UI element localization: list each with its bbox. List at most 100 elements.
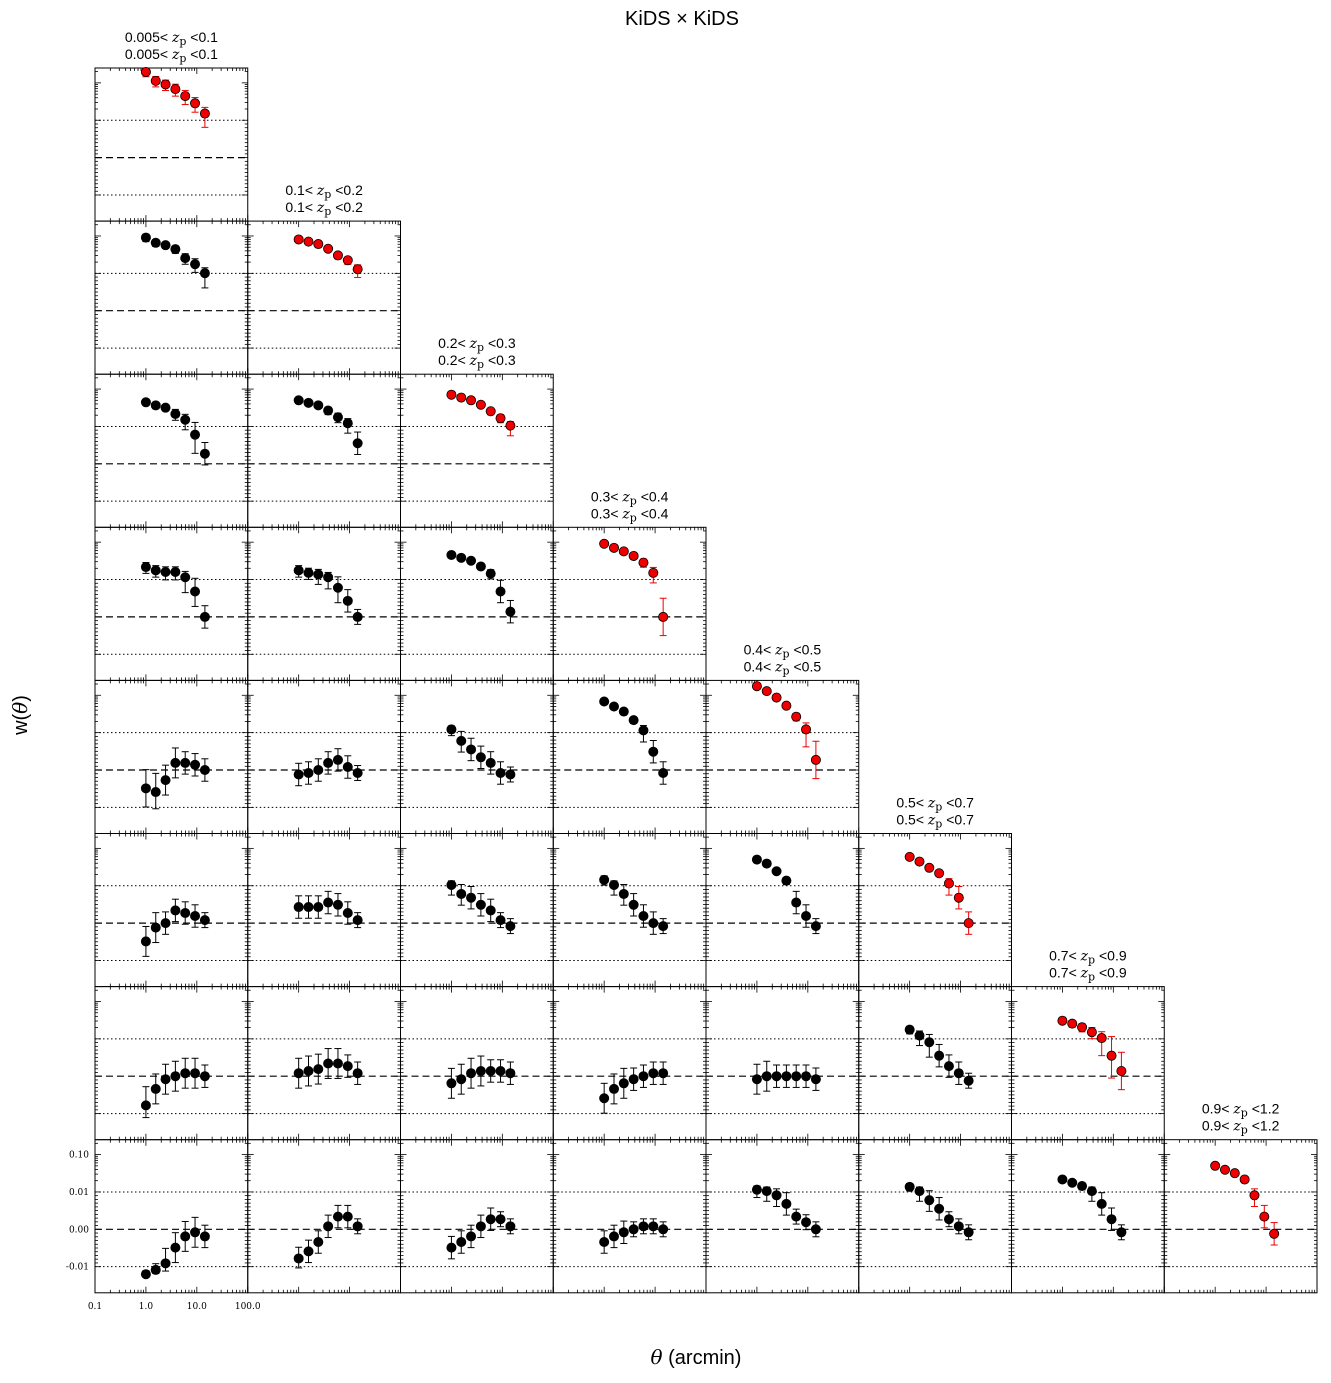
- panel-5-5: 0.5< zp <0.70.5< zp <0.7: [858, 795, 1012, 988]
- data-point: [456, 1237, 467, 1248]
- data-point: [628, 1224, 639, 1235]
- data-point: [1106, 1050, 1117, 1061]
- data-point: [170, 1071, 181, 1082]
- z-subscript: p: [630, 494, 637, 507]
- data-point: [466, 395, 477, 406]
- data-point: [771, 1071, 782, 1082]
- data-point: [303, 767, 314, 778]
- data-point: [323, 757, 334, 768]
- data-point: [904, 1024, 915, 1035]
- data-point: [904, 851, 915, 862]
- panel-frame: [858, 986, 1012, 1141]
- data-point: [352, 1221, 363, 1232]
- data-point: [323, 1221, 334, 1232]
- bin-high: <0.7: [942, 812, 974, 828]
- data-point: [160, 918, 171, 929]
- panel-5-0: [94, 833, 249, 988]
- data-point: [446, 389, 457, 400]
- data-point: [170, 1242, 181, 1253]
- data-point: [475, 752, 486, 763]
- data-point: [801, 1071, 812, 1082]
- data-point: [170, 757, 181, 768]
- data-point: [914, 1030, 925, 1041]
- data-point: [495, 915, 506, 926]
- data-point: [140, 1269, 151, 1280]
- data-point: [313, 400, 324, 411]
- data-point: [352, 611, 363, 622]
- panel-frame: [247, 526, 401, 681]
- data-point: [190, 1068, 201, 1079]
- data-point: [638, 725, 649, 736]
- data-point: [1096, 1033, 1107, 1044]
- panel-frame: [94, 679, 249, 835]
- data-point: [658, 921, 669, 932]
- z-symbol: z: [927, 796, 936, 812]
- data-point: [323, 572, 334, 583]
- data-point: [495, 767, 506, 778]
- data-point: [303, 567, 314, 578]
- data-point: [628, 899, 639, 910]
- data-point: [810, 921, 821, 932]
- bin-low: 0.3<: [591, 505, 623, 521]
- y-axis-label-prefix: w(: [10, 713, 32, 735]
- data-point: [342, 418, 353, 429]
- data-point: [160, 1258, 171, 1269]
- bin-high: <0.9: [1095, 965, 1127, 981]
- data-point: [648, 918, 659, 929]
- data-point: [791, 711, 802, 722]
- data-point: [170, 567, 181, 578]
- data-point: [648, 1221, 659, 1232]
- bin-low: 0.2<: [438, 352, 470, 368]
- data-point: [140, 562, 151, 573]
- data-point: [751, 1074, 762, 1085]
- data-point: [648, 567, 659, 578]
- z-subscript: p: [477, 341, 484, 354]
- data-point: [1116, 1065, 1127, 1076]
- data-point: [475, 399, 486, 410]
- data-point: [293, 234, 304, 245]
- bin-low: 0.5<: [896, 795, 928, 811]
- data-point: [608, 701, 619, 712]
- y-tick-label: 0.00: [69, 1225, 89, 1235]
- data-point: [456, 735, 467, 746]
- bin-high: <0.2: [331, 199, 363, 215]
- z-subscript: p: [1088, 971, 1095, 984]
- data-point: [160, 775, 171, 786]
- data-point: [140, 783, 151, 794]
- bin-high: <0.3: [484, 335, 516, 351]
- bin-low: 0.1<: [285, 182, 317, 198]
- data-point: [332, 1058, 343, 1069]
- data-point: [446, 549, 457, 560]
- panel-title-line-2: 0.005< zp <0.1: [125, 46, 218, 65]
- bin-low: 0.005<: [125, 29, 172, 45]
- data-point: [190, 586, 201, 597]
- data-point: [323, 243, 334, 254]
- panel-title-line-2: 0.7< zp <0.9: [1049, 965, 1127, 984]
- data-point: [293, 902, 304, 913]
- z-subscript: p: [935, 818, 942, 831]
- data-point: [313, 1064, 324, 1075]
- data-point: [342, 762, 353, 773]
- z-subscript: p: [179, 52, 186, 65]
- panel-7-0: 0.1 1.0 10.0 100.0 -0.01 0.00 0.01 0.10: [66, 1139, 261, 1312]
- data-point: [638, 1221, 649, 1232]
- y-tick-label: 0.01: [69, 1188, 89, 1198]
- data-point: [771, 866, 782, 877]
- data-point: [190, 98, 201, 109]
- data-point: [628, 1074, 639, 1085]
- data-point: [466, 1068, 477, 1079]
- bin-high: <0.5: [790, 641, 822, 657]
- data-point: [943, 1061, 954, 1072]
- data-point: [446, 1242, 457, 1253]
- data-point: [599, 1093, 610, 1104]
- panel-title-line-1: 0.005< zp <0.1: [125, 29, 218, 48]
- panel-title-line-2: 0.4< zp <0.5: [744, 658, 822, 677]
- data-point: [599, 538, 610, 549]
- bin-low: 0.3<: [591, 488, 623, 504]
- z-symbol: z: [774, 659, 783, 675]
- data-point: [180, 572, 191, 583]
- data-point: [1086, 1027, 1097, 1038]
- panel-frame: [552, 1139, 707, 1294]
- data-point: [963, 918, 974, 929]
- data-point: [638, 557, 649, 568]
